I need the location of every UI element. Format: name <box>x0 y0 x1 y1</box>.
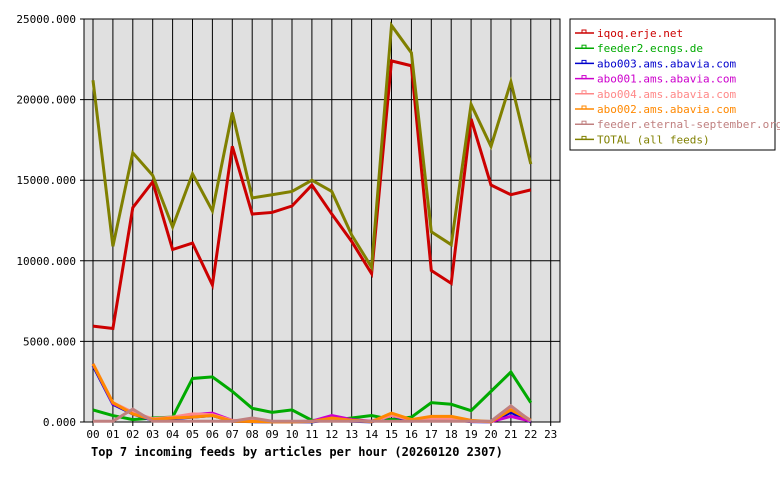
x-tick-label: 17 <box>425 428 438 441</box>
legend-marker-icon <box>581 135 587 140</box>
x-tick-label: 15 <box>385 428 398 441</box>
legend-marker-icon <box>581 59 587 64</box>
y-tick-label: 10000.000 <box>16 255 76 268</box>
legend-label: TOTAL (all feeds) <box>597 133 710 146</box>
y-tick-label: 20000.000 <box>16 94 76 107</box>
x-tick-label: 05 <box>186 428 199 441</box>
x-tick-label: 06 <box>206 428 219 441</box>
legend-label: abo003.ams.abavia.com <box>597 57 736 70</box>
x-tick-label: 14 <box>365 428 379 441</box>
legend-label: abo004.ams.abavia.com <box>597 88 736 101</box>
x-tick-label: 21 <box>504 428 517 441</box>
y-tick-label: 15000.000 <box>16 174 76 187</box>
x-tick-label: 12 <box>325 428 338 441</box>
x-tick-label: 23 <box>544 428 557 441</box>
x-tick-label: 04 <box>166 428 180 441</box>
x-tick-label: 03 <box>146 428 159 441</box>
x-tick-label: 19 <box>464 428 477 441</box>
x-tick-label: 22 <box>524 428 537 441</box>
legend-marker-icon <box>581 29 587 34</box>
legend-marker-icon <box>581 105 587 110</box>
x-tick-label: 00 <box>86 428 99 441</box>
series-lines <box>91 21 533 424</box>
x-tick-label: 18 <box>445 428 458 441</box>
legend-marker-icon <box>581 75 587 80</box>
x-tick-label: 10 <box>285 428 298 441</box>
legend-marker-icon <box>581 90 587 95</box>
x-tick-label: 13 <box>345 428 358 441</box>
legend-marker-icon <box>581 44 587 49</box>
legend: iqoq.erje.net feeder2.ecngs.de abo003.ams.… <box>569 18 780 151</box>
plot-area <box>83 18 561 423</box>
y-axis: 0.000 5000.000 10000.000 15000.000 20000.000… <box>16 13 76 429</box>
series-line <box>92 59 532 331</box>
legend-label: feeder.eternal-september.org <box>597 118 780 131</box>
x-tick-label: 02 <box>126 428 139 441</box>
y-tick-label: 5000.000 <box>23 335 76 348</box>
legend-label: abo002.ams.abavia.com <box>597 103 736 116</box>
x-tick-label: 16 <box>405 428 418 441</box>
x-tick-label: 07 <box>226 428 239 441</box>
legend-label: iqoq.erje.net <box>597 27 683 40</box>
series-line <box>93 403 532 423</box>
x-tick-label: 08 <box>246 428 259 441</box>
legend-label: abo001.ams.abavia.com <box>597 73 736 86</box>
legend-label: feeder2.ecngs.de <box>597 42 703 55</box>
y-tick-label: 0.000 <box>43 416 76 429</box>
chart-title: Top 7 incoming feeds by articles per hou… <box>91 445 503 459</box>
x-axis: 00 01 02 03 04 05 06 07 08 09 10 11 12 13 14 15 16 17 18 19… <box>86 428 557 441</box>
x-tick-label: 01 <box>106 428 119 441</box>
legend-marker-icon <box>581 120 587 125</box>
x-tick-label: 09 <box>265 428 278 441</box>
series-line <box>91 21 533 272</box>
x-tick-label: 11 <box>305 428 318 441</box>
y-tick-label: 25000.000 <box>16 13 76 26</box>
x-tick-label: 20 <box>484 428 497 441</box>
